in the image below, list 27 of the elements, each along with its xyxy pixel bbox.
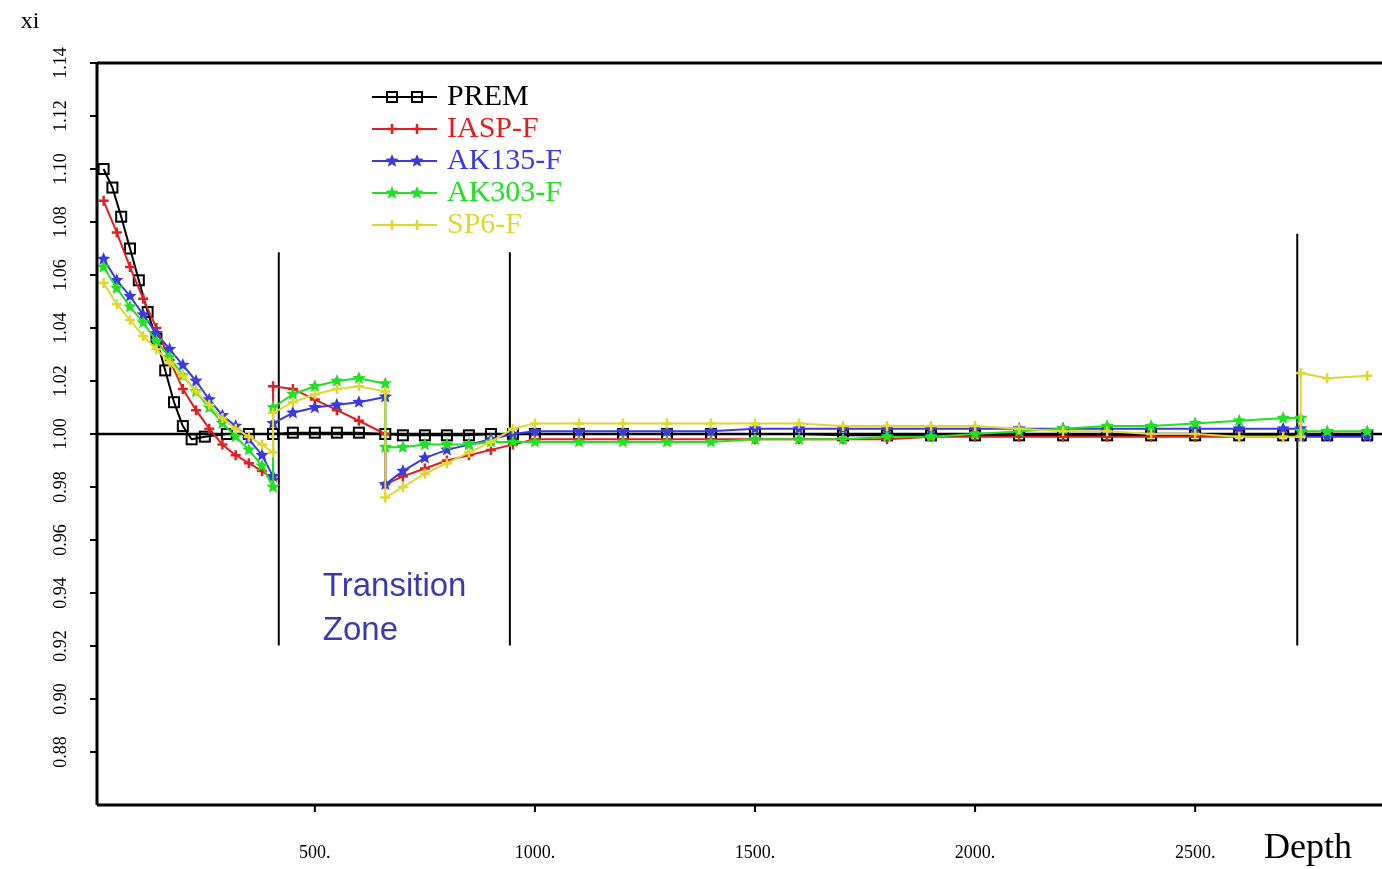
- x-axis-title: Depth: [1264, 826, 1352, 866]
- y-tick-label: 1.04: [50, 312, 70, 344]
- legend-label: IASP-F: [447, 110, 539, 143]
- y-tick-label: 1.00: [50, 418, 70, 450]
- legend-label: SP6-F: [447, 206, 523, 239]
- x-tick-label: 2500.: [1174, 842, 1216, 862]
- x-tick-label: 1000.: [514, 842, 556, 862]
- x-tick-label: 500.: [299, 842, 331, 862]
- y-tick-label: 1.06: [50, 259, 70, 291]
- legend-label: AK303-F: [447, 174, 563, 207]
- x-tick-label: 1500.: [734, 842, 776, 862]
- y-tick-label: 0.92: [50, 630, 70, 662]
- legend-label: PREM: [447, 78, 529, 111]
- y-tick-label: 0.94: [50, 577, 70, 609]
- y-tick-label: 1.10: [50, 153, 70, 185]
- y-tick-label: 0.90: [50, 683, 70, 715]
- y-tick-label: 0.88: [50, 736, 70, 768]
- x-tick-label: 2000.: [954, 842, 996, 862]
- chart-title: xi: [20, 7, 40, 33]
- y-tick-label: 1.12: [50, 100, 70, 132]
- annotation: Transition Zone: [322, 566, 467, 647]
- y-tick-label: 1.14: [50, 47, 70, 79]
- y-tick-label: 0.96: [50, 524, 70, 556]
- y-tick-label: 1.02: [50, 365, 70, 397]
- legend-label: AK135-F: [447, 142, 563, 175]
- y-tick-label: 0.98: [50, 471, 70, 503]
- y-tick-label: 1.08: [50, 206, 70, 238]
